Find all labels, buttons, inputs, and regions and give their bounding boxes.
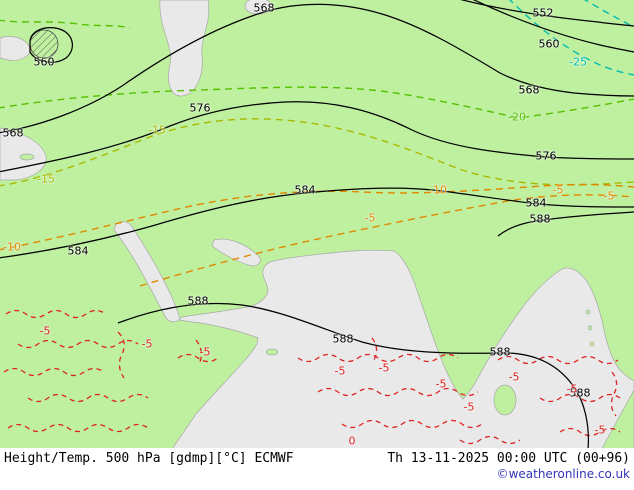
- mediterranean-sea: [0, 127, 47, 181]
- temp-contour-minus25: [509, 0, 634, 76]
- copyright-link[interactable]: ©weatheronline.co.uk: [496, 467, 630, 481]
- hatched-low-marker: [29, 29, 59, 59]
- sea-shapes: [0, 0, 634, 448]
- caspian-sea: [159, 0, 210, 97]
- sumatra-island: [601, 389, 634, 448]
- contour-588-right: [497, 211, 634, 237]
- sri-lanka-island: [493, 384, 517, 416]
- map-svg: [0, 0, 634, 448]
- footer-row: Height/Temp. 500 hPa [gdmp][°C] ECMWF Th…: [4, 451, 630, 466]
- copyright-row: ©weatheronline.co.uk: [4, 467, 630, 481]
- temp-contours: [0, 0, 634, 287]
- persian-gulf: [211, 238, 261, 267]
- black-sea: [0, 36, 31, 61]
- contour-560-closed-low: [29, 27, 73, 63]
- temp-contour-minus25: [583, 0, 634, 28]
- height-contours: [0, 0, 634, 448]
- aral-sea: [244, 0, 272, 15]
- valid-time: Th 13-11-2025 00:00 UTC (00+96): [387, 451, 630, 466]
- andaman-islands: [589, 341, 595, 347]
- island-shapes: [19, 153, 634, 448]
- contour-588-south: [117, 302, 590, 448]
- temp-contour-minus10: [0, 183, 634, 251]
- temp-contour-minus20: [0, 19, 131, 29]
- footer-bar: Height/Temp. 500 hPa [gdmp][°C] ECMWF Th…: [0, 448, 634, 490]
- cyprus-island: [19, 153, 35, 161]
- contour-568: [0, 3, 634, 134]
- product-title: Height/Temp. 500 hPa [gdmp][°C] ECMWF: [4, 451, 294, 466]
- contour-552: [460, 0, 634, 27]
- contour-560-right: [472, 0, 634, 53]
- andaman-islands: [585, 309, 591, 315]
- contour-576: [0, 101, 634, 173]
- socotra-island: [265, 348, 279, 356]
- temp-contour-minus5: [139, 194, 634, 287]
- temp-contour-minus15: [0, 118, 634, 187]
- andaman-islands: [587, 325, 593, 331]
- contour-584: [0, 187, 634, 259]
- temp-contour-minus20: [0, 86, 634, 119]
- temp-contours-red: [3, 309, 621, 445]
- red-sea: [113, 221, 181, 323]
- map-canvas: 568 552 560 560 568 568 576 576 584 584 584 588 588 5…: [0, 0, 634, 448]
